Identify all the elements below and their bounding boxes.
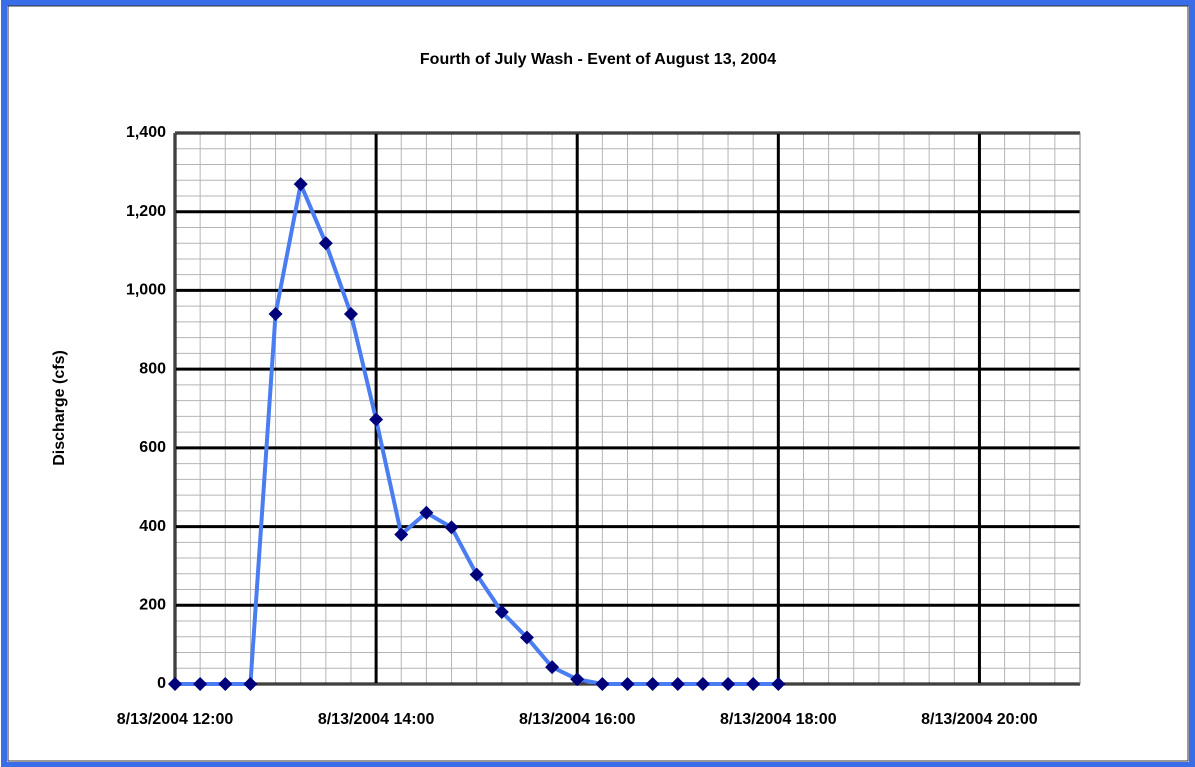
- frame-inner: [7, 5, 1189, 762]
- data-point: [519, 630, 534, 645]
- x-tick-label: 8/13/2004 14:00: [318, 711, 435, 728]
- y-tick-label: 200: [139, 597, 166, 614]
- data-point: [645, 677, 660, 691]
- data-point: [595, 677, 610, 691]
- data-point: [369, 412, 384, 427]
- data-point: [394, 527, 409, 542]
- y-axis-label: Discharge (cfs): [51, 350, 68, 466]
- data-point: [419, 505, 434, 520]
- data-point: [318, 236, 333, 251]
- x-tick-label: 8/13/2004 20:00: [921, 711, 1038, 728]
- data-point: [168, 677, 182, 691]
- x-tick-label: 8/13/2004 18:00: [720, 711, 837, 728]
- data-point: [343, 307, 358, 322]
- data-point: [670, 677, 685, 691]
- y-tick-label: 1,200: [126, 203, 166, 220]
- chart-title: Fourth of July Wash - Event of August 13…: [420, 51, 776, 68]
- data-point: [746, 677, 761, 691]
- y-tick-label: 800: [139, 360, 166, 377]
- y-tick-label: 0: [157, 675, 166, 692]
- y-tick-label: 600: [139, 439, 166, 456]
- data-point: [193, 677, 208, 691]
- x-tick-label: 8/13/2004 12:00: [117, 711, 234, 728]
- y-tick-label: 1,400: [126, 124, 166, 141]
- data-point: [721, 677, 736, 691]
- data-point: [494, 604, 509, 619]
- data-point: [293, 177, 308, 192]
- y-tick-label: 1,000: [126, 282, 166, 299]
- data-point: [444, 520, 459, 535]
- data-point: [620, 677, 635, 691]
- data-point: [771, 677, 786, 691]
- data-point: [695, 677, 710, 691]
- data-point: [268, 307, 283, 322]
- data-point: [218, 677, 233, 691]
- data-point: [243, 677, 258, 691]
- data-point: [469, 567, 484, 582]
- data-point: [545, 660, 560, 675]
- y-tick-label: 400: [139, 518, 166, 535]
- plot-area: 0 200 400 600 800 1,000 1,200 1,400 8/13/2004 12…: [117, 124, 1081, 728]
- data-point: [570, 672, 585, 687]
- x-tick-label: 8/13/2004 16:00: [519, 711, 636, 728]
